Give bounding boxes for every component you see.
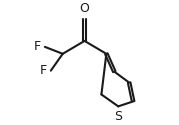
Text: F: F <box>40 64 47 77</box>
Text: S: S <box>114 110 122 123</box>
Text: F: F <box>34 40 41 53</box>
Text: O: O <box>80 2 90 15</box>
